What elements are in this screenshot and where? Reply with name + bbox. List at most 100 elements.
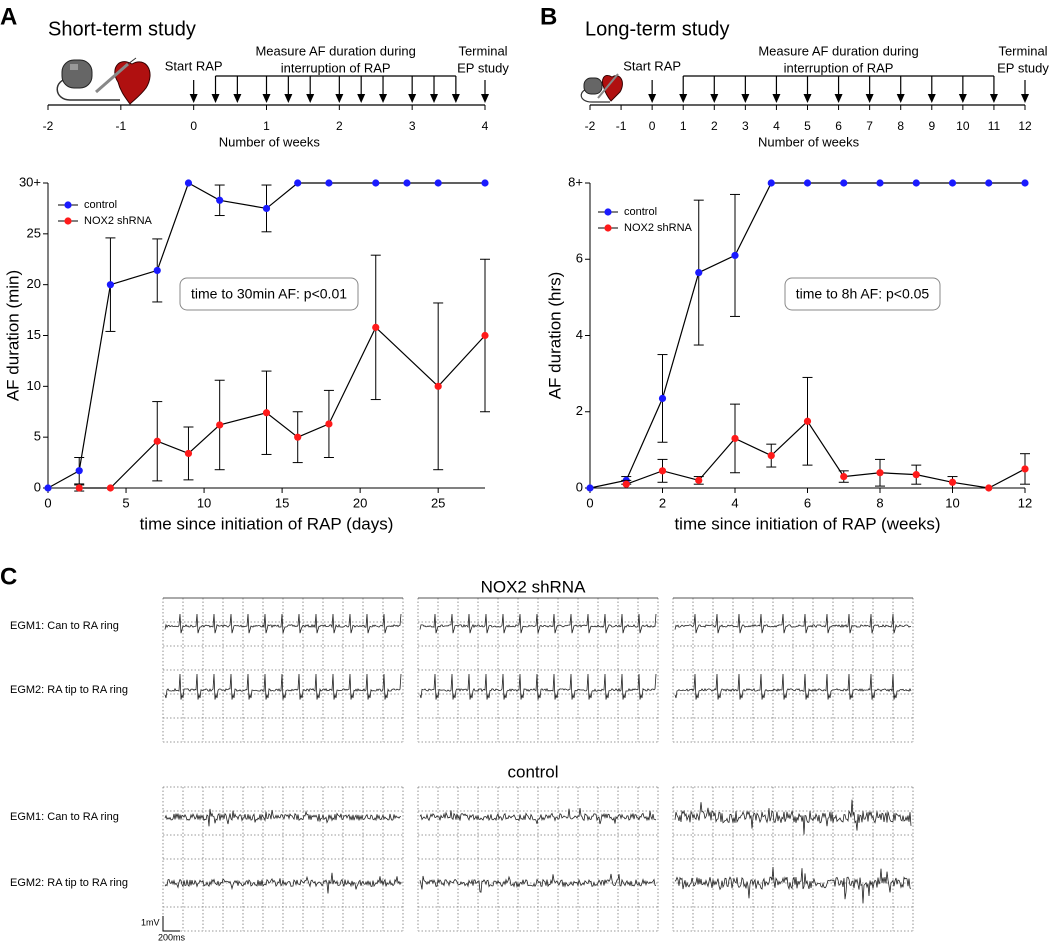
egm-trace — [164, 673, 402, 700]
arrow-head — [262, 94, 271, 103]
timeline-tick-label: 2 — [711, 119, 718, 133]
group-title: NOX2 shRNA — [481, 577, 587, 596]
data-point — [876, 469, 884, 477]
data-point — [434, 179, 442, 187]
data-point — [325, 420, 333, 428]
measure-label: Measure AF duration during — [255, 43, 415, 58]
data-point — [695, 268, 703, 277]
data-point — [731, 251, 739, 260]
terminal-label: Terminal — [998, 43, 1047, 58]
timeline-tick-label: -2 — [585, 119, 596, 133]
data-point — [184, 179, 193, 187]
row-label: EGM1: Can to RA ring — [10, 811, 119, 823]
scale-voltage: 1mV — [141, 917, 160, 927]
data-point — [325, 179, 333, 187]
timeline-tick-label: 11 — [988, 119, 1001, 133]
x-tick-label: 10 — [197, 495, 211, 510]
x-tick-label: 2 — [659, 495, 666, 510]
timeline-tick-label: 9 — [928, 119, 935, 133]
data-point — [912, 471, 920, 479]
annotation-box — [784, 277, 941, 311]
x-tick-label: 0 — [586, 495, 593, 510]
timeline-tick-label: 0 — [649, 119, 656, 133]
data-point — [586, 484, 594, 492]
egm-trace — [674, 799, 912, 835]
arrow-head — [989, 94, 998, 103]
data-point — [658, 467, 667, 475]
arrow-head — [834, 94, 843, 103]
timeline-tick-label: 8 — [897, 119, 904, 133]
arrow-head — [481, 94, 489, 103]
data-point — [481, 179, 489, 187]
timeline-tick-label: 5 — [804, 119, 811, 133]
series-line — [79, 326, 486, 489]
y-tick-label: 20 — [27, 276, 41, 291]
data-point — [767, 179, 775, 187]
timeline-title: Short-term study — [48, 18, 196, 40]
data-point — [1021, 179, 1029, 187]
panel-letter: B — [540, 3, 557, 30]
egm-trace — [674, 673, 912, 700]
y-tick-label: 2 — [576, 403, 583, 418]
arrow-head — [233, 94, 242, 103]
data-point — [403, 179, 411, 187]
data-point — [106, 484, 115, 492]
data-point — [153, 437, 161, 445]
x-tick-label: 0 — [44, 495, 51, 510]
data-point — [803, 179, 812, 187]
arrow-head — [896, 94, 905, 103]
arrow-head — [1021, 94, 1029, 103]
data-point — [876, 179, 884, 187]
data-point — [912, 179, 920, 187]
timeline-tick-label: 12 — [1018, 119, 1032, 133]
timeline-tick-label: 7 — [866, 119, 873, 133]
data-point — [985, 484, 993, 492]
x-tick-label: 20 — [353, 495, 367, 510]
data-point — [481, 331, 489, 340]
arrow-head — [927, 94, 936, 103]
group-title: control — [507, 762, 558, 781]
timeline-tick-label: -2 — [43, 119, 54, 133]
y-tick-label: 15 — [27, 327, 41, 342]
x-tick-label: 8 — [876, 495, 883, 510]
timeline-tick-label: 4 — [482, 119, 489, 133]
x-axis-label: time since initiation of RAP (days) — [140, 514, 394, 533]
timeline-title: Long-term study — [585, 18, 730, 40]
legend-label: NOX2 shRNA — [624, 222, 693, 234]
data-point — [106, 281, 115, 289]
measure-label: interruption of RAP — [784, 60, 894, 75]
data-point — [948, 179, 957, 187]
scale-time: 200ms — [158, 932, 186, 941]
terminal-label: EP study — [457, 60, 509, 75]
egm-trace — [419, 613, 657, 634]
data-point — [767, 451, 775, 460]
egm-trace — [674, 866, 912, 904]
data-point — [75, 484, 83, 492]
data-point — [262, 409, 271, 417]
timeline-tick-label: 6 — [835, 119, 842, 133]
data-point — [1021, 465, 1029, 473]
y-tick-label: 8+ — [568, 174, 583, 189]
y-tick-label: 25 — [27, 225, 41, 240]
data-point — [731, 434, 739, 443]
row-label: EGM2: RA tip to RA ring — [10, 684, 128, 696]
egm-trace — [164, 613, 402, 634]
annotation: time to 8h AF: p<0.05 — [796, 286, 930, 302]
egm-trace — [419, 673, 657, 700]
y-tick-label: 5 — [34, 429, 41, 444]
legend-marker — [64, 201, 72, 209]
timeline-axis-label: Number of weeks — [219, 134, 321, 149]
x-tick-label: 25 — [431, 495, 445, 510]
legend-label: control — [84, 199, 117, 211]
arrow-head — [408, 94, 417, 103]
x-tick-label: 5 — [122, 495, 129, 510]
egm-trace — [164, 872, 402, 894]
data-point — [695, 476, 703, 484]
start-label: Start RAP — [623, 58, 681, 73]
data-point — [216, 421, 224, 429]
data-point — [216, 196, 224, 204]
x-tick-label: 4 — [731, 495, 738, 510]
heart-icon — [95, 57, 151, 105]
panel-letter: C — [0, 563, 17, 590]
